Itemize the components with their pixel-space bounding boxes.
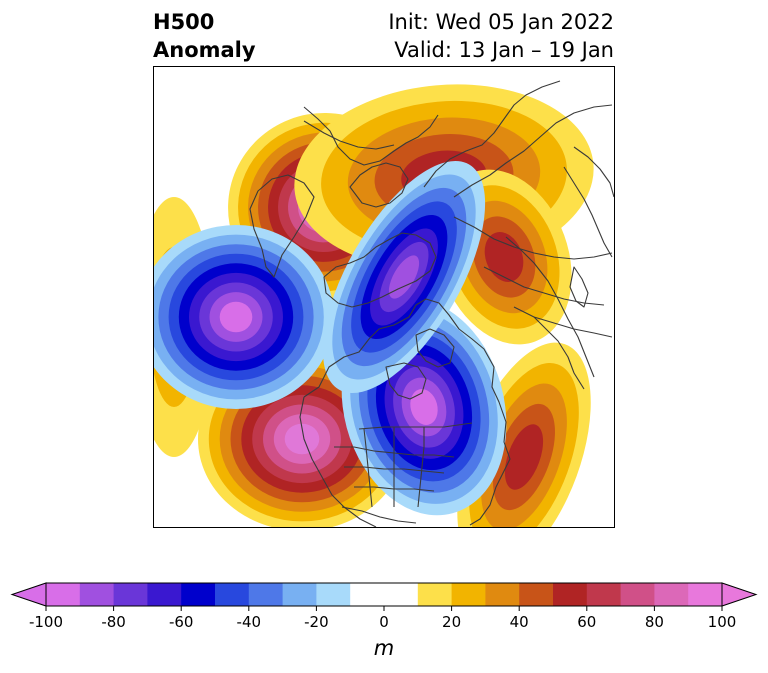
colorbar-cell (282, 583, 317, 606)
trough-pacific (154, 225, 334, 409)
coastline-siberia (453, 104, 613, 198)
title-valid-range: Valid: 13 Jan – 19 Jan (394, 38, 614, 62)
coastline-us-gulf (299, 396, 377, 527)
coastline-alaska (415, 328, 455, 368)
anomaly-map (153, 66, 615, 528)
colorbar-cell (519, 583, 554, 606)
coastline-east-asia (505, 236, 595, 378)
colorbar-cell (620, 583, 655, 606)
colorbar-tick-label: -60 (168, 613, 194, 631)
colorbar-cells (10, 582, 758, 607)
colorbar-extend-max (721, 582, 758, 607)
colorbar-cell (451, 583, 486, 606)
colorbar-cell (113, 583, 148, 606)
colorbar-cell (181, 583, 216, 606)
chart-title-right: Init: Wed 05 Jan 2022 Valid: 13 Jan – 19… (388, 8, 614, 64)
anomaly-contours (154, 84, 594, 527)
border-asia-1 (453, 216, 613, 260)
colorbar-cell (553, 583, 588, 606)
coastline-north-america (303, 298, 511, 526)
title-init-date: Init: Wed 05 Jan 2022 (388, 10, 614, 34)
coastline-scandinavia (349, 162, 409, 208)
ridge-western-us-level-9 (284, 423, 320, 455)
colorbar-unit-label: m (373, 636, 395, 660)
colorbar-cell (384, 583, 419, 606)
border-asia-2 (483, 266, 605, 306)
colorbar-cell (350, 583, 385, 606)
coastline-europe (303, 106, 439, 166)
colorbar-ticks (45, 606, 723, 611)
border-us-meridian-1 (363, 428, 373, 508)
colorbar-extend-min (10, 582, 47, 607)
border-us-canada (358, 422, 473, 430)
colorbar-cell (654, 583, 689, 606)
title-variable: H500 (153, 10, 215, 34)
trough-pacific-level-9 (219, 301, 253, 333)
trough-arctic (322, 160, 486, 394)
colorbar-tick-label: 20 (442, 613, 462, 631)
colorbar-tick-label: -100 (28, 613, 64, 631)
title-type: Anomaly (153, 38, 256, 62)
coastline-russia-north (423, 80, 561, 188)
colorbar (10, 582, 758, 611)
colorbar-cell (417, 583, 453, 606)
coastlines-borders (249, 80, 614, 527)
colorbar-cell (147, 583, 182, 606)
colorbar-cell (79, 583, 115, 606)
coastline-greenland (249, 174, 315, 278)
chart-title-left: H500 Anomaly (153, 8, 256, 64)
colorbar-cell (215, 583, 250, 606)
colorbar-tick-label: 80 (644, 613, 664, 631)
coastline-hudson-bay (385, 362, 427, 400)
border-mexico (341, 506, 417, 524)
border-europe-2 (573, 146, 614, 198)
colorbar-tick-label: -20 (304, 613, 329, 631)
colorbar-cell (485, 583, 520, 606)
ridge-asia-level-5 (484, 232, 524, 282)
coastline-china (533, 316, 585, 390)
colorbar-tick-label: 60 (577, 613, 597, 631)
border-asia-3 (513, 306, 613, 338)
colorbar-tick-label: -40 (236, 613, 262, 631)
border-us-meridian-3 (417, 427, 425, 508)
colorbar-tick-label: 100 (707, 613, 737, 631)
border-europe-3 (563, 166, 613, 258)
coastline-canada-arctic (323, 232, 437, 308)
colorbar-tick-label: 40 (509, 613, 529, 631)
colorbar-cell (586, 583, 622, 606)
colorbar-cell (248, 583, 284, 606)
colorbar-cell (688, 583, 723, 606)
ridge-atlantic-level-5 (504, 424, 544, 490)
border-europe-1 (303, 120, 395, 150)
coastline-japan (569, 266, 589, 308)
colorbar-cell (46, 583, 81, 606)
trough-eastern-us-level-9 (410, 388, 438, 426)
trough-arctic-level-8 (388, 255, 420, 299)
colorbar-tick-label: -80 (101, 613, 126, 631)
colorbar-tick-label: 0 (379, 613, 389, 631)
colorbar-cell (316, 583, 351, 606)
map-canvas (154, 80, 614, 527)
